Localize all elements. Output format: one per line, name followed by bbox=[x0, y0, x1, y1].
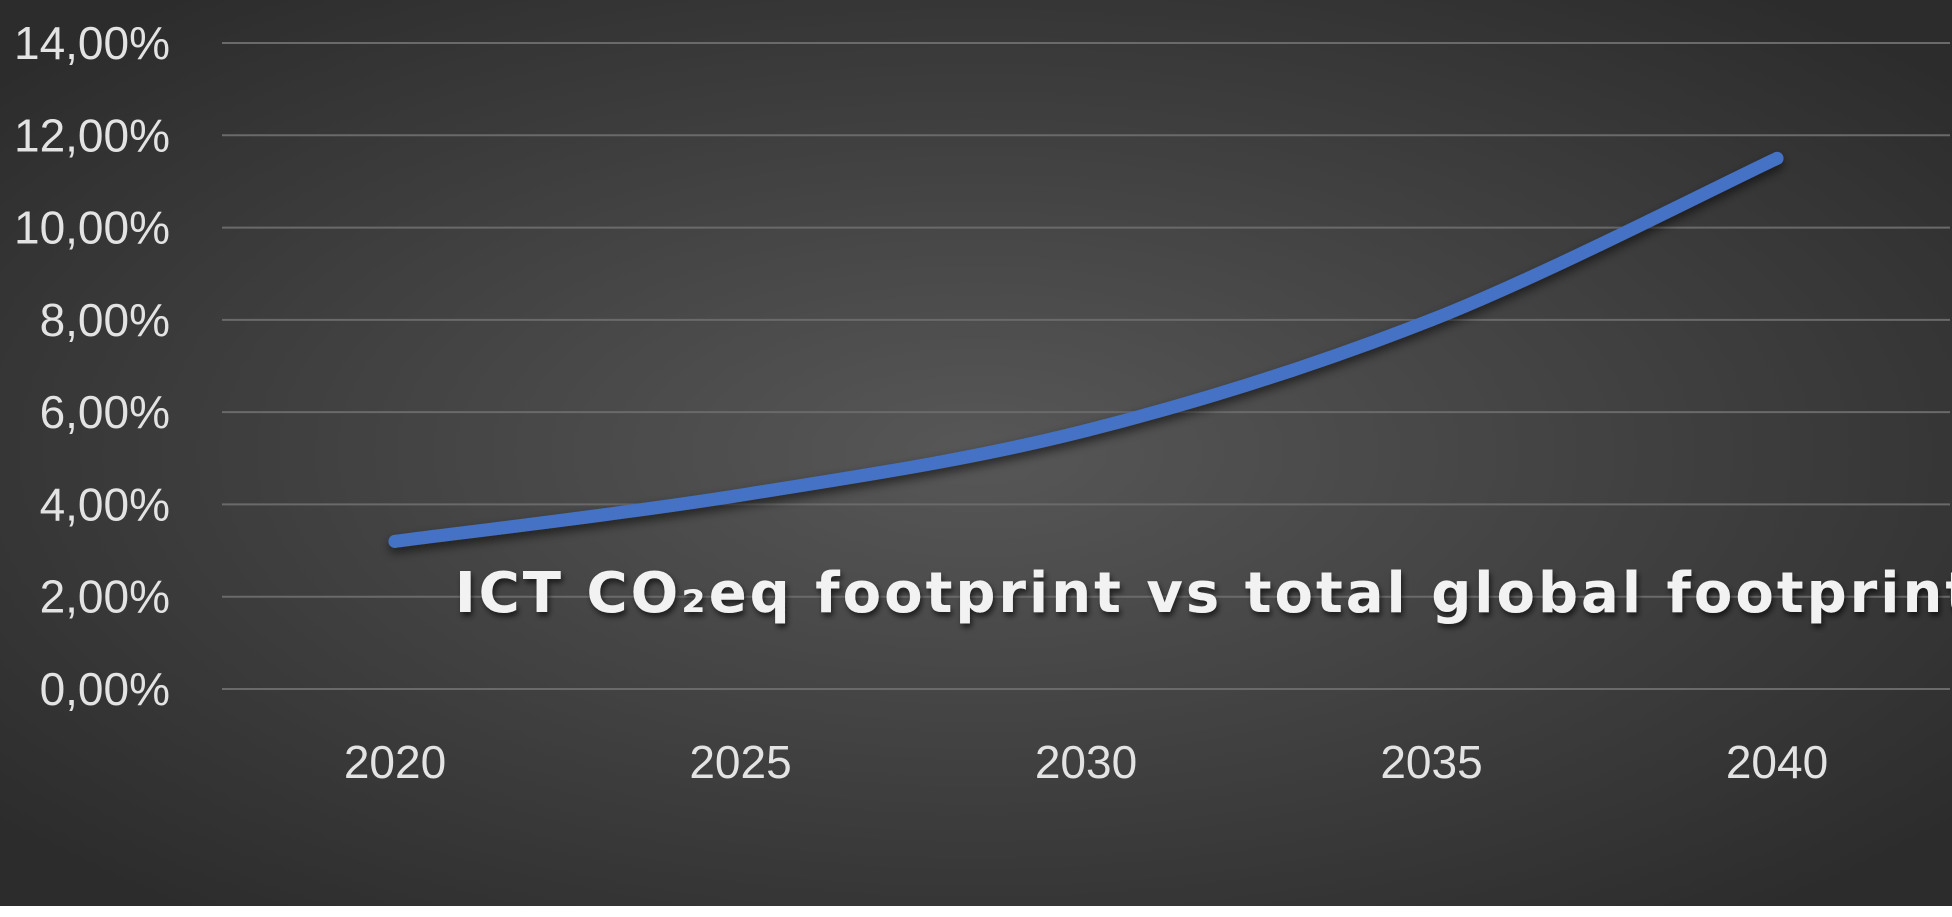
chart-title: ICT CO₂eq footprint vs total global foot… bbox=[455, 561, 1952, 626]
data-point bbox=[388, 534, 402, 548]
data-point bbox=[1770, 151, 1784, 165]
series-layer bbox=[388, 151, 1784, 548]
x-tick-label: 2035 bbox=[1380, 736, 1482, 788]
y-tick-label: 14,00% bbox=[14, 17, 170, 69]
gridlines bbox=[222, 42, 1950, 690]
data-point bbox=[1079, 424, 1093, 438]
y-tick-label: 8,00% bbox=[40, 294, 170, 346]
x-tick-label: 2030 bbox=[1035, 736, 1137, 788]
x-axis-tick-labels: 2020 2025 2030 2035 2040 bbox=[344, 736, 1828, 788]
y-tick-label: 6,00% bbox=[40, 386, 170, 438]
y-axis-tick-labels: 0,00% 2,00% 4,00% 6,00% 8,00% 10,00% 12,00% 14,… bbox=[14, 17, 170, 715]
data-point bbox=[1425, 313, 1438, 327]
y-tick-label: 4,00% bbox=[40, 478, 170, 530]
y-tick-label: 2,00% bbox=[40, 571, 170, 623]
x-tick-label: 2020 bbox=[344, 736, 446, 788]
x-tick-label: 2025 bbox=[689, 736, 791, 788]
y-tick-label: 0,00% bbox=[40, 663, 170, 715]
data-point bbox=[734, 488, 747, 502]
x-tick-label: 2040 bbox=[1726, 736, 1828, 788]
y-tick-label: 12,00% bbox=[14, 109, 170, 161]
y-tick-label: 10,00% bbox=[14, 202, 170, 254]
